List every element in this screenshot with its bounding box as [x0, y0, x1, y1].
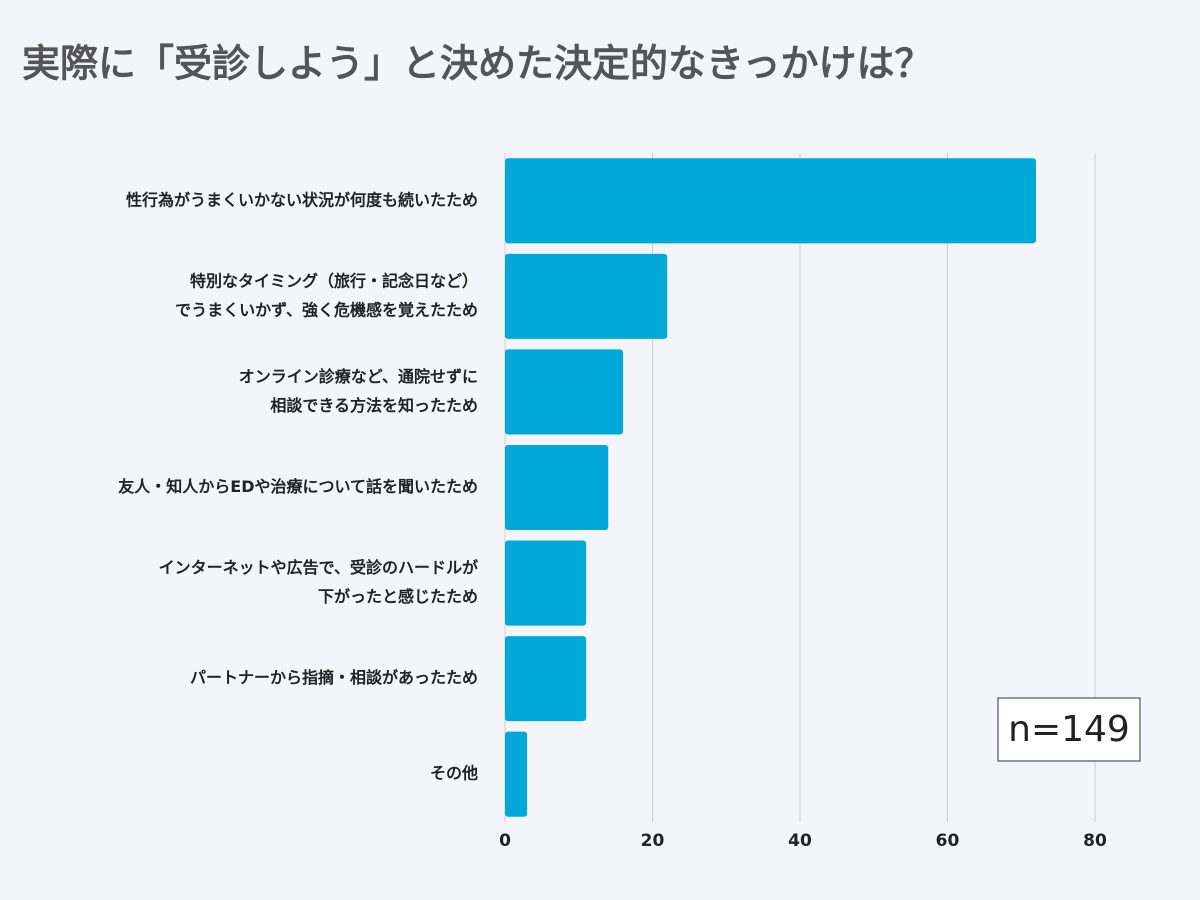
y-tick-label: 性行為がうまくいかない状況が何度も続いたため: [126, 190, 478, 209]
bar: [505, 349, 623, 435]
annotation: n=149: [1008, 709, 1130, 750]
x-tick-label: 80: [1083, 831, 1107, 851]
bars: 性行為がうまくいかない状況が何度も続いたため特別なタイミング（旅行・記念日など）…: [118, 158, 1036, 817]
bar: [505, 731, 528, 817]
bar: [505, 636, 587, 722]
y-tick-label: 特別なタイミング（旅行・記念日など）: [190, 271, 478, 290]
y-tick-label: 下がったと感じたため: [318, 587, 478, 606]
x-tick-label: 20: [641, 831, 665, 851]
y-tick-label: 友人・知人からEDや治療について話を聞いたため: [118, 477, 478, 496]
bar: [505, 158, 1036, 244]
y-tick-label: インターネットや広告で、受診のハードルが: [159, 558, 478, 577]
x-tick-label: 60: [936, 831, 960, 851]
bar: [505, 444, 609, 531]
x-tick-label: 0: [499, 831, 511, 851]
grid: 0 20 40 60 80: [499, 153, 1107, 851]
x-tick-label: 40: [788, 831, 812, 851]
bar: [505, 540, 587, 626]
annotation-box: [997, 697, 1141, 762]
chart-title: 実際に「受診しよう」と決めた決定的なきっかけは？: [22, 42, 932, 86]
y-tick-label: オンライン診療など、通院せずに: [239, 367, 478, 386]
y-tick-label: パートナーから指摘・相談があったため: [190, 668, 478, 687]
y-tick-label: 相談できる方法を知ったため: [270, 396, 478, 415]
y-tick-label: でうまくいかず、強く危機感を覚えたため: [175, 300, 478, 319]
bar: [505, 253, 668, 339]
y-tick-label: その他: [430, 764, 478, 783]
